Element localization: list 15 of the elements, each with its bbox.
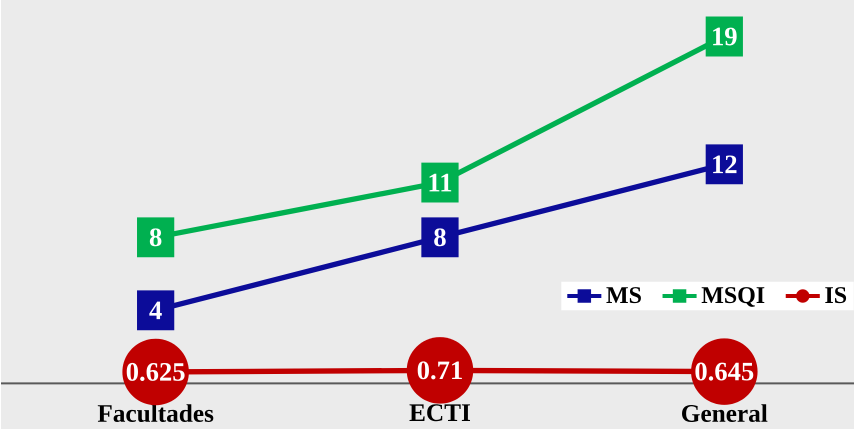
data-label: 19	[713, 28, 737, 46]
data-label: 0.645	[695, 362, 754, 381]
x-tick-label: General	[682, 404, 768, 422]
data-label: 4	[149, 302, 162, 320]
legend-label: MSQI	[702, 287, 764, 307]
x-tick-label: ECTI	[410, 404, 470, 422]
data-label: 8	[434, 228, 446, 246]
data-label: 8	[150, 228, 162, 246]
data-label: 12	[713, 155, 736, 174]
x-tick-label: Facultades	[98, 404, 214, 422]
legend-label: MS	[606, 287, 641, 304]
data-label: 0.71	[418, 361, 462, 380]
data-label: 11	[430, 174, 452, 192]
data-label: 0.625	[126, 362, 185, 381]
legend-label: IS	[825, 287, 846, 304]
